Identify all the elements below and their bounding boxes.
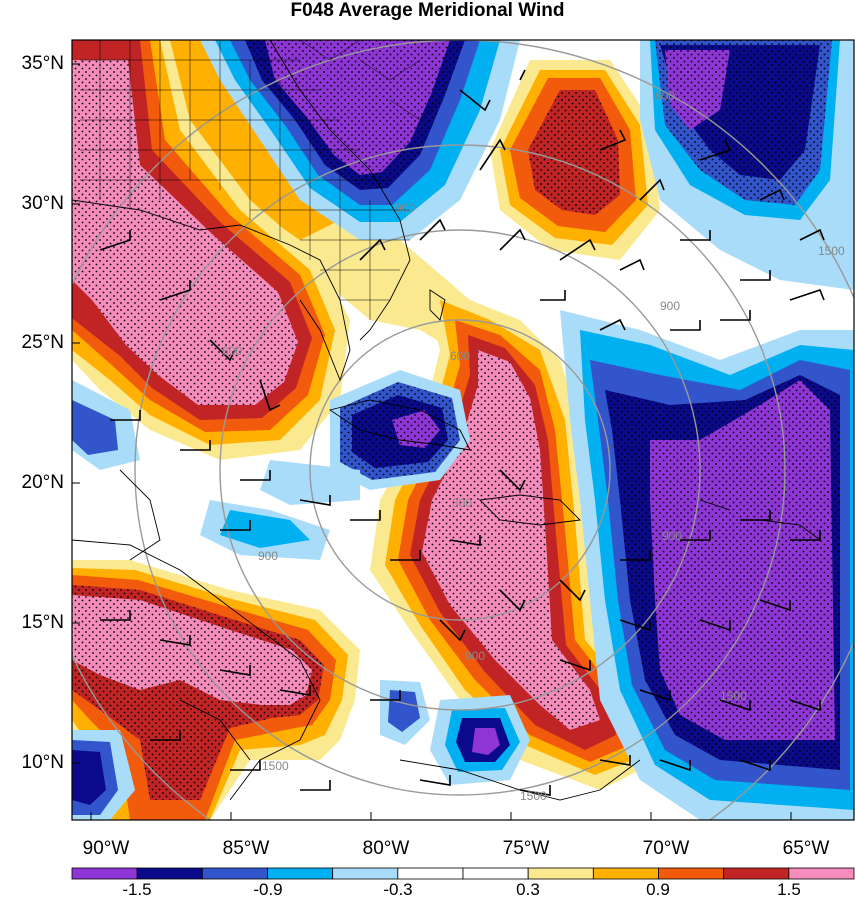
colorbar-swatch (658, 867, 725, 880)
colorbar-label: 0.3 (516, 880, 540, 899)
lat-label-30n: 30°N (21, 193, 64, 214)
contour-label: 900 (258, 549, 278, 563)
contour-label: 900 (395, 201, 415, 215)
contour-label: 1500 (720, 689, 747, 703)
colorbar-swatch (201, 867, 268, 880)
negative-wind-region-cuba (330, 370, 470, 490)
contour-label: 600 (450, 349, 470, 363)
colorbar-swatch (136, 867, 203, 880)
negative-wind-region-south (72, 680, 530, 820)
lon-label-80w: 80°W (362, 838, 410, 859)
county-boundaries (80, 40, 441, 320)
lon-label-90w: 90°W (82, 838, 130, 859)
wind-barbs (99, 69, 825, 796)
colorbar-swatch (723, 867, 790, 880)
map-title: F048 Average Meridional Wind (290, 0, 565, 21)
colorbar-swatch (527, 867, 594, 880)
coastlines (72, 40, 821, 801)
colorbar-swatch (332, 867, 399, 880)
contour-label: 1500 (262, 759, 289, 773)
contour-label: 600 (222, 344, 242, 358)
lon-label-65w: 65°W (782, 838, 830, 859)
negative-wind-region-east (560, 310, 854, 820)
negative-wind-region-far-northeast (640, 40, 854, 290)
contour-label: 1500 (520, 789, 547, 803)
lat-label-25n: 25°N (21, 332, 64, 353)
positive-wind-region-gulf (72, 40, 350, 460)
colorbar-swatch (397, 867, 464, 880)
lat-label-15n: 15°N (21, 612, 64, 633)
colorbar-label: -0.9 (253, 880, 283, 899)
contour-label: 1500 (818, 244, 845, 258)
contour-label: 900 (465, 649, 485, 663)
lat-label-35n: 35°N (21, 53, 64, 74)
colorbar-swatch (462, 867, 529, 880)
range-rings (72, 40, 854, 820)
colorbar-swatch (592, 867, 659, 880)
lon-label-85w: 85°W (222, 838, 270, 859)
colorbar-label: 1.5 (777, 880, 801, 899)
colorbar-label: -0.3 (383, 880, 413, 899)
lon-label-75w: 75°W (502, 838, 550, 859)
map-frame (71, 39, 855, 821)
contour-label: 600 (655, 89, 675, 103)
contour-label: 900 (662, 529, 682, 543)
positive-wind-region-central-america (72, 560, 360, 820)
colorbar-swatch (71, 867, 138, 880)
contour-labels: 300 600 900 1500 900 1500 600 900 1500 9… (222, 89, 845, 803)
lon-label-70w: 70°W (642, 838, 690, 859)
lat-label-10n: 10°N (21, 752, 64, 773)
colorbar (71, 867, 855, 880)
axis-ticks (72, 63, 792, 820)
colorbar-label: 0.9 (646, 880, 670, 899)
positive-wind-region-atlantic (490, 60, 660, 260)
map-panel: 300 600 900 1500 900 1500 600 900 1500 9… (72, 40, 854, 820)
lat-label-20n: 20°N (21, 472, 64, 493)
colorbar-swatch (267, 867, 334, 880)
colorbar-label: -1.5 (122, 880, 152, 899)
contour-label: 900 (660, 299, 680, 313)
colorbar-swatch (788, 867, 855, 880)
contour-label: 300 (452, 496, 472, 510)
